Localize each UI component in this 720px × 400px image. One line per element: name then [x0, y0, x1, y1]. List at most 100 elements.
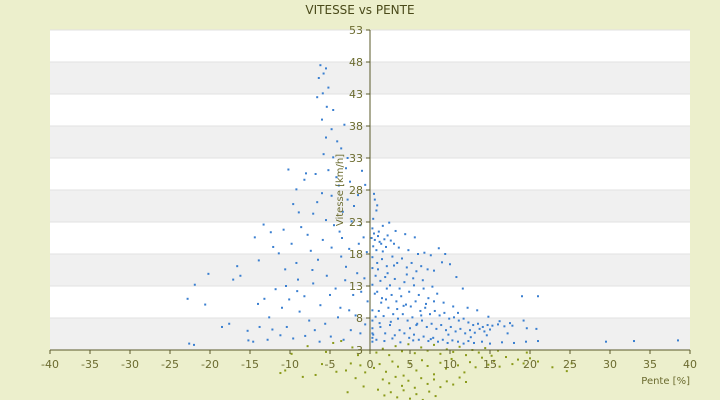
data-point [319, 64, 322, 67]
data-point [405, 266, 408, 269]
data-point [295, 261, 298, 264]
data-point [349, 329, 352, 332]
data-point [298, 310, 301, 313]
data-point [448, 317, 451, 320]
data-point [415, 270, 418, 273]
data-point [503, 325, 506, 328]
data-point [305, 172, 307, 175]
data-point [439, 386, 442, 389]
data-point [366, 300, 369, 303]
data-point [364, 323, 367, 326]
data-point [400, 295, 403, 298]
data-point [335, 370, 338, 373]
data-point [344, 279, 347, 282]
data-point [392, 313, 395, 316]
data-point [401, 257, 403, 260]
data-point [477, 322, 479, 325]
data-point [295, 188, 298, 191]
data-point [282, 228, 285, 231]
data-point [207, 272, 210, 275]
data-point [429, 338, 432, 341]
x-tick-label: -10 [281, 358, 299, 371]
data-point [394, 375, 397, 378]
data-point [322, 153, 325, 156]
data-point [487, 315, 490, 318]
data-point [415, 369, 418, 372]
data-point [421, 398, 424, 400]
y-tick-label: 13 [349, 280, 363, 293]
x-tick-label: 20 [523, 358, 537, 371]
data-point [395, 300, 398, 303]
data-point [381, 250, 384, 253]
data-point [372, 333, 375, 336]
data-point [247, 339, 250, 342]
data-point [365, 251, 368, 254]
data-point [469, 361, 471, 364]
data-point [413, 284, 415, 287]
data-point [389, 239, 392, 242]
data-point [388, 221, 391, 224]
data-point [386, 272, 389, 275]
data-point [340, 255, 343, 258]
data-point [391, 255, 394, 258]
data-point [389, 391, 392, 394]
data-point [472, 324, 475, 327]
data-point [412, 339, 415, 342]
data-point [445, 380, 448, 383]
data-point [317, 77, 320, 79]
data-point [284, 369, 287, 372]
data-point [361, 169, 363, 172]
data-point [376, 204, 379, 207]
data-point [397, 317, 399, 320]
data-point [525, 340, 527, 343]
y-tick-label: 3 [356, 344, 363, 357]
data-point [325, 105, 328, 108]
data-point [292, 203, 295, 206]
x-tick-label: -15 [241, 358, 259, 371]
data-point [374, 274, 377, 277]
x-tick-label: 40 [683, 358, 697, 371]
data-point [452, 350, 455, 353]
x-tick-label: 25 [563, 358, 577, 371]
data-point [450, 357, 453, 360]
y-tick-label: 38 [349, 120, 363, 133]
data-point [417, 293, 420, 296]
data-point [478, 327, 481, 330]
data-point [461, 287, 464, 290]
data-point [346, 157, 349, 159]
data-point [453, 316, 455, 319]
data-point [440, 324, 443, 327]
data-point [354, 377, 357, 380]
data-point [386, 234, 389, 237]
series-layer [186, 64, 679, 400]
data-point [384, 276, 387, 279]
data-point [371, 283, 374, 286]
data-point [325, 274, 328, 277]
data-point [371, 336, 374, 339]
data-point [350, 220, 353, 223]
data-point [443, 311, 446, 314]
data-point [340, 340, 343, 343]
data-point [321, 363, 323, 366]
data-point [236, 265, 239, 268]
data-point [442, 301, 445, 304]
data-point [377, 309, 380, 312]
data-point [352, 293, 355, 296]
y-tick-label: 43 [349, 88, 363, 101]
data-point [193, 343, 195, 346]
data-point [429, 313, 431, 316]
data-point [423, 251, 426, 254]
data-point [426, 365, 429, 367]
data-point [375, 351, 378, 354]
data-point [409, 362, 411, 365]
data-point [332, 341, 335, 344]
data-point [469, 329, 471, 332]
data-point [317, 258, 319, 261]
data-point [373, 192, 375, 195]
data-point [357, 354, 359, 357]
data-point [306, 233, 309, 236]
data-point [371, 319, 374, 322]
data-point [329, 335, 332, 338]
data-point [404, 233, 407, 236]
